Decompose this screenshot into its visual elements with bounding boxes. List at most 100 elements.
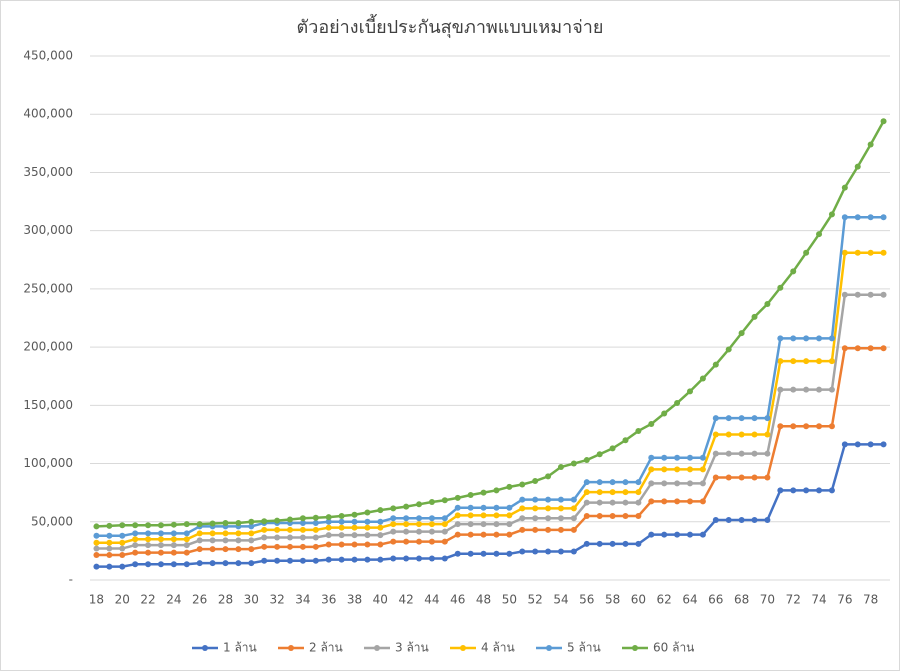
data-point	[467, 550, 474, 557]
y-tick-label: 100,000	[23, 456, 73, 470]
data-point	[119, 539, 126, 546]
legend-label: 1 ล้าน	[223, 641, 257, 655]
data-point	[312, 557, 319, 564]
data-point	[170, 521, 177, 528]
data-point	[803, 487, 810, 494]
data-point	[235, 537, 242, 544]
data-point	[145, 536, 152, 543]
data-point	[687, 531, 693, 538]
data-point	[545, 526, 552, 533]
data-point	[609, 445, 616, 452]
data-point	[261, 543, 268, 550]
data-point	[699, 375, 706, 382]
data-point	[93, 539, 100, 546]
data-point	[841, 441, 848, 448]
x-tick-label: 68	[734, 593, 749, 607]
data-point	[687, 454, 693, 461]
data-point	[854, 249, 861, 256]
data-point	[635, 512, 642, 519]
data-point	[622, 540, 629, 547]
data-point	[106, 563, 113, 570]
legend-label: 60 ล้าน	[653, 641, 694, 655]
data-point	[454, 521, 461, 528]
data-point	[493, 550, 500, 557]
data-point	[209, 530, 216, 537]
data-point	[338, 518, 345, 525]
data-point	[351, 524, 358, 531]
data-point	[261, 526, 268, 533]
data-point	[403, 538, 410, 545]
data-point	[441, 528, 448, 535]
data-point	[222, 560, 229, 567]
data-point	[390, 528, 397, 535]
data-point	[583, 512, 590, 519]
data-point	[751, 474, 758, 481]
data-point	[403, 528, 410, 535]
x-tick-label: 48	[476, 593, 491, 607]
data-point	[674, 454, 681, 461]
data-point	[145, 530, 152, 537]
data-point	[493, 531, 500, 538]
x-tick-label: 24	[166, 593, 181, 607]
data-point	[299, 515, 306, 522]
data-point	[790, 335, 797, 342]
data-point	[274, 543, 281, 550]
data-point	[390, 515, 397, 522]
data-point	[803, 249, 810, 256]
data-point	[816, 231, 823, 238]
data-point	[828, 211, 835, 218]
data-point	[506, 531, 513, 538]
data-point	[106, 522, 113, 529]
data-point	[725, 474, 732, 481]
data-point	[674, 498, 681, 505]
data-point	[287, 526, 293, 533]
data-point	[274, 526, 281, 533]
data-point	[880, 291, 887, 298]
data-point	[841, 345, 848, 352]
data-point	[145, 542, 152, 549]
data-point	[119, 522, 126, 529]
data-point	[699, 498, 706, 505]
data-point	[157, 561, 164, 568]
data-point	[609, 489, 616, 496]
data-point	[467, 521, 474, 528]
data-point	[157, 522, 164, 529]
data-point	[519, 526, 526, 533]
data-point	[312, 514, 319, 521]
data-point	[312, 543, 319, 550]
data-point	[390, 521, 397, 528]
data-point	[119, 532, 126, 539]
data-point	[751, 431, 758, 438]
data-point	[687, 498, 693, 505]
data-point	[235, 560, 242, 567]
data-point	[441, 521, 448, 528]
data-point	[699, 466, 706, 473]
data-point	[467, 531, 474, 538]
data-point	[390, 538, 397, 545]
data-point	[570, 515, 577, 522]
data-point	[854, 163, 861, 170]
data-point	[145, 561, 152, 568]
data-point	[557, 464, 564, 471]
data-point	[209, 537, 216, 544]
chart-title: ตัวอย่างเบี้ยประกันสุขภาพแบบเหมาจ่าย	[297, 14, 604, 38]
data-point	[416, 528, 423, 535]
data-point	[196, 521, 203, 528]
data-point	[480, 550, 487, 557]
data-point	[816, 386, 823, 393]
data-point	[261, 518, 268, 525]
data-point	[170, 549, 177, 556]
data-point	[325, 532, 332, 539]
data-point	[454, 494, 461, 501]
data-point	[325, 518, 332, 525]
data-point	[209, 520, 216, 527]
y-tick-label: 250,000	[23, 281, 73, 295]
data-point	[712, 517, 719, 524]
data-point	[93, 563, 100, 570]
data-point	[93, 523, 100, 530]
data-point	[635, 479, 642, 486]
data-point	[480, 504, 487, 511]
data-point	[183, 549, 190, 556]
data-point	[880, 249, 887, 256]
x-tick-label: 42	[398, 593, 413, 607]
